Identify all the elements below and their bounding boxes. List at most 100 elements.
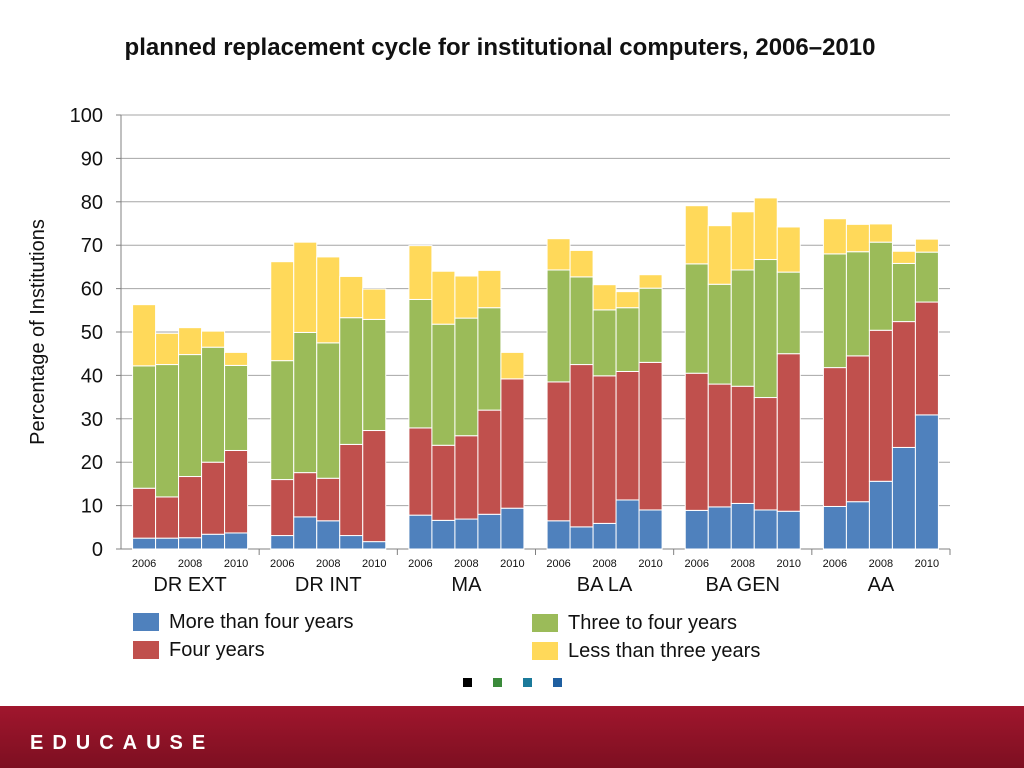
bar-ma-2008-less-than-three (454, 275, 479, 319)
y-tick-label-30: 30 (81, 409, 103, 431)
legend-label-three-to-four: Three to four years (568, 611, 737, 634)
bar-ba-la-2007-less-than-three (569, 249, 594, 278)
bar-dr-ext-2006-less-than-three (132, 304, 157, 367)
bar-ba-la-2009-four (615, 370, 640, 501)
bar-aa-2009-more-than-four (891, 446, 916, 550)
bar-dr-int-2009-more-than-four (339, 535, 364, 550)
bar-dr-ext-2010-three-to-four (224, 364, 249, 451)
bar-aa-2006-less-than-three (822, 218, 847, 255)
year-label-dr-int-2006: 2006 (270, 558, 294, 570)
legend-swatch-three-to-four (532, 614, 558, 632)
bar-dr-int-2010-more-than-four (362, 541, 387, 550)
footer-bar: EDUCAUSE (0, 706, 1024, 768)
bar-dr-int-2009-less-than-three (339, 275, 364, 319)
legend-label-more-than-four: More than four years (169, 610, 354, 633)
bar-ma-2006-more-than-four (408, 514, 433, 550)
bar-ba-gen-2008-three-to-four (730, 269, 755, 387)
year-label-aa-2010: 2010 (915, 558, 939, 570)
nav-dot-4[interactable] (553, 678, 562, 687)
bar-ma-2007-more-than-four (431, 519, 456, 550)
bar-ma-2007-less-than-three (431, 270, 456, 325)
bar-ba-gen-2008-less-than-three (730, 211, 755, 271)
bar-ba-gen-2010-more-than-four (776, 510, 801, 550)
y-tick-label-20: 20 (81, 452, 103, 474)
year-label-aa-2006: 2006 (823, 558, 847, 570)
y-tick-label-10: 10 (81, 496, 103, 518)
legend-swatch-more-than-four (133, 613, 159, 631)
bar-ba-la-2006-four (546, 381, 571, 522)
bar-dr-int-2009-four (339, 443, 364, 537)
bar-ba-gen-2010-less-than-three (776, 226, 801, 273)
y-tick-label-60: 60 (81, 279, 103, 301)
bar-ba-la-2009-three-to-four (615, 307, 640, 372)
bar-aa-2007-less-than-three (845, 223, 870, 253)
y-tick-label-90: 90 (81, 148, 103, 170)
bar-ba-la-2007-four (569, 364, 594, 528)
bar-dr-int-2010-three-to-four (362, 318, 387, 432)
bar-dr-int-2008-three-to-four (316, 342, 341, 479)
legend-item-three-to-four: Three to four years (532, 609, 760, 637)
bar-dr-ext-2008-more-than-four (178, 537, 203, 550)
bar-ma-2009-three-to-four (477, 307, 502, 411)
nav-dot-3[interactable] (523, 678, 532, 687)
year-label-dr-ext-2008: 2008 (178, 558, 202, 570)
bar-dr-ext-2009-less-than-three (201, 330, 226, 348)
y-axis-label: Percentage of Institutions (27, 219, 49, 445)
bar-ba-la-2010-four (638, 361, 663, 511)
year-label-dr-ext-2006: 2006 (132, 558, 156, 570)
stacked-bar-chart: 0 10 20 30 40 50 60 70 80 90 100 Percentage of Inst… (27, 105, 951, 596)
bar-ma-2007-four (431, 444, 456, 521)
bar-dr-int-2010-four (362, 430, 387, 543)
year-label-ma-2006: 2006 (408, 558, 432, 570)
bar-aa-2008-more-than-four (868, 480, 893, 550)
bar-aa-2008-less-than-three (868, 223, 893, 243)
bar-dr-int-2006-less-than-three (270, 261, 295, 362)
bar-aa-2010-three-to-four (914, 251, 939, 303)
bar-ba-gen-2009-less-than-three (753, 197, 778, 261)
legend-right: Three to four years Less than three year… (532, 609, 760, 665)
group-label-ma: MA (451, 574, 482, 596)
bar-aa-2010-less-than-three (914, 238, 939, 253)
bar-ba-la-2006-more-than-four (546, 520, 571, 550)
bar-dr-ext-2006-four (132, 487, 157, 539)
bar-aa-2010-more-than-four (914, 414, 939, 550)
y-tick-label-0: 0 (92, 539, 103, 561)
bar-ma-2006-less-than-three (408, 245, 433, 300)
nav-dot-1[interactable] (463, 678, 472, 687)
bar-ba-gen-2009-four (753, 397, 778, 511)
bar-aa-2007-four (845, 355, 870, 503)
bar-aa-2009-three-to-four (891, 262, 916, 323)
bar-dr-int-2008-less-than-three (316, 256, 341, 344)
bar-ma-2010-four (500, 378, 525, 509)
bar-dr-ext-2010-less-than-three (224, 351, 249, 366)
year-label-ba-gen-2008: 2008 (731, 558, 755, 570)
bar-dr-int-2008-four (316, 477, 341, 522)
bar-dr-ext-2009-three-to-four (201, 346, 226, 463)
bar-ba-gen-2008-four (730, 385, 755, 504)
year-label-aa-2008: 2008 (869, 558, 893, 570)
bar-ba-la-2008-more-than-four (592, 522, 617, 550)
year-label-ma-2010: 2010 (500, 558, 524, 570)
y-tick-label-70: 70 (81, 235, 103, 257)
legend-swatch-less-than-three (532, 642, 558, 660)
year-label-ba-la-2006: 2006 (546, 558, 570, 570)
bar-ma-2008-more-than-four (454, 518, 479, 550)
bar-ba-la-2010-three-to-four (638, 287, 663, 363)
bar-ma-2008-four (454, 435, 479, 520)
bar-ba-gen-2008-more-than-four (730, 502, 755, 550)
bar-ba-la-2006-three-to-four (546, 269, 571, 383)
bar-dr-ext-2007-four (155, 496, 180, 539)
bar-aa-2008-four (868, 329, 893, 482)
bar-aa-2007-three-to-four (845, 251, 870, 357)
bar-ba-gen-2009-three-to-four (753, 259, 778, 399)
year-label-ma-2008: 2008 (454, 558, 478, 570)
bar-dr-int-2009-three-to-four (339, 317, 364, 445)
group-label-dr-ext: DR EXT (153, 574, 226, 596)
nav-dot-2[interactable] (493, 678, 502, 687)
year-label-ba-gen-2006: 2006 (685, 558, 709, 570)
bar-dr-ext-2006-more-than-four (132, 537, 157, 550)
bar-dr-int-2008-more-than-four (316, 520, 341, 550)
bar-dr-ext-2008-three-to-four (178, 354, 203, 478)
bar-ba-gen-2007-four (707, 383, 732, 508)
bar-dr-ext-2008-less-than-three (178, 327, 203, 356)
